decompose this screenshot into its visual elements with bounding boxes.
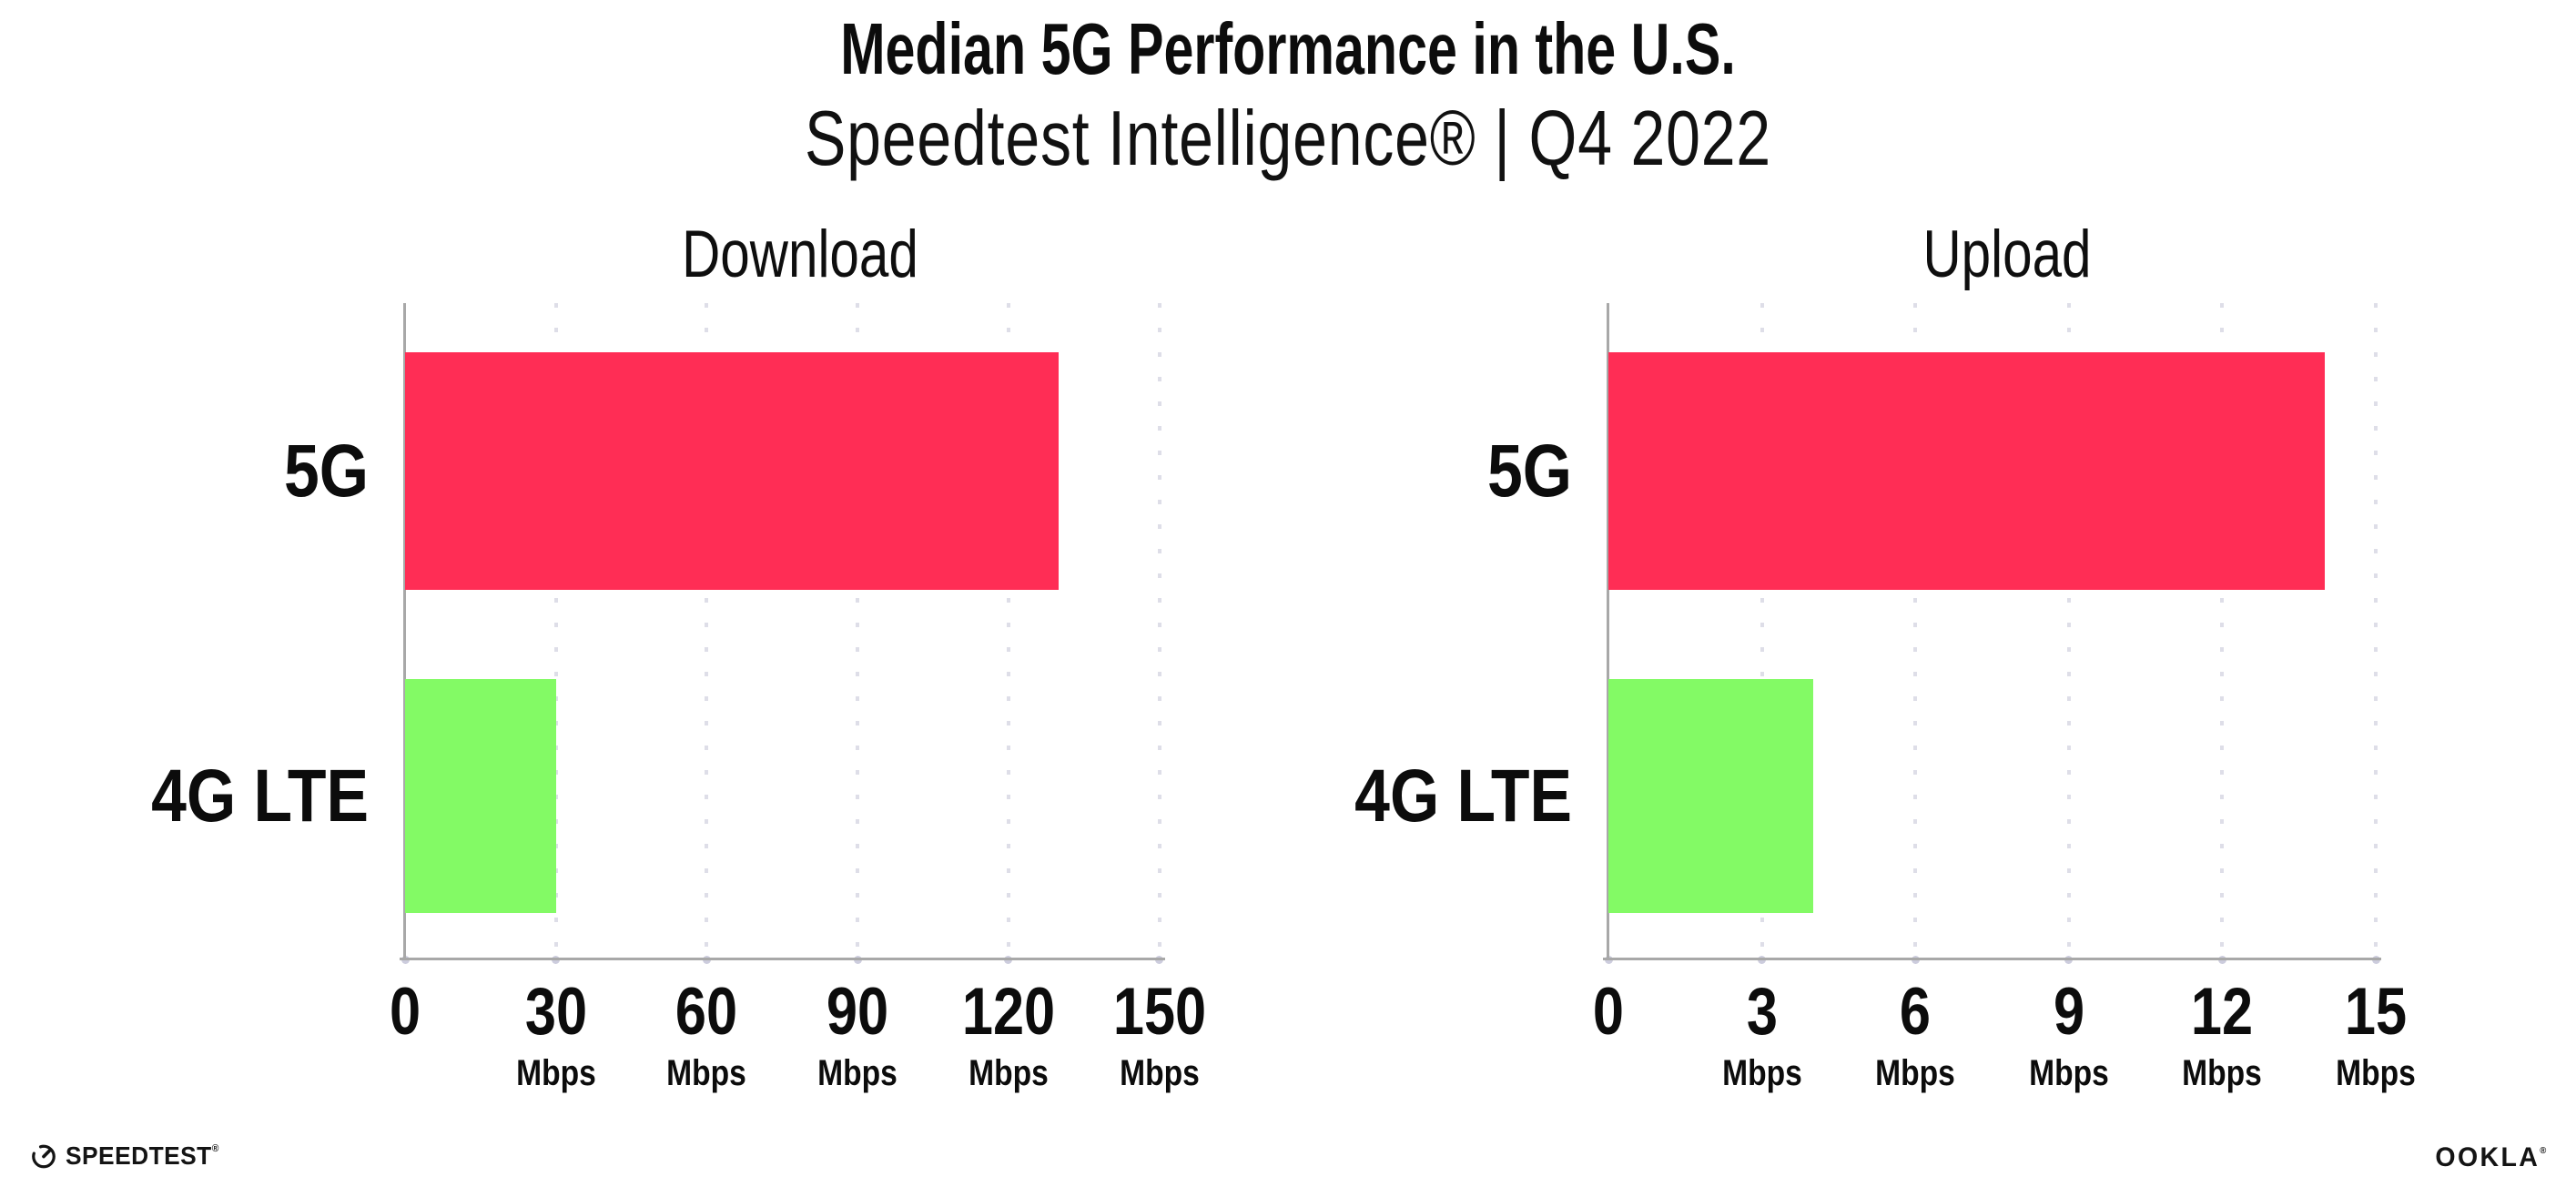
x-tick-9: 9 Mbps xyxy=(1984,979,2153,1091)
gridline-60 xyxy=(705,303,709,959)
speedtest-logo: SPEEDTEST® xyxy=(30,1141,228,1171)
gridline-120 xyxy=(1006,303,1010,959)
x-tick-6: 6 Mbps xyxy=(1831,979,2000,1091)
x-tick-90: 90 Mbps xyxy=(774,979,942,1091)
gridline-3 xyxy=(1760,303,1764,959)
upload-chart-title: Upload xyxy=(1922,218,2092,291)
x-axis-line xyxy=(1603,958,2381,960)
x-tick-value: 0 xyxy=(1592,975,1625,1049)
ookla-logo: OOKLA® xyxy=(2429,1142,2546,1172)
x-tick-unit: Mbps xyxy=(2028,1053,2109,1093)
gridline-30 xyxy=(553,303,558,959)
x-tick-unit: Mbps xyxy=(968,1053,1049,1093)
x-tick-unit: Mbps xyxy=(1875,1053,1956,1093)
upload-bar-4g-lte xyxy=(1608,679,1813,913)
category-label-5g: 5G xyxy=(284,429,369,512)
x-tick-value: 90 xyxy=(826,975,889,1049)
x-tick-value: 6 xyxy=(1900,975,1932,1049)
speedtest-wordmark: SPEEDTEST® xyxy=(66,1141,219,1170)
x-axis-line xyxy=(400,958,1165,960)
x-tick-12: 12 Mbps xyxy=(2138,979,2307,1091)
upload-bar-5g xyxy=(1608,352,2325,590)
x-tick-unit: Mbps xyxy=(2336,1053,2416,1093)
page-subtitle: Speedtest Intelligence® | Q4 2022 xyxy=(805,96,1771,182)
x-tick-unit: Mbps xyxy=(2182,1053,2263,1093)
x-tick-value: 60 xyxy=(675,975,738,1049)
x-tick-value: 0 xyxy=(389,975,421,1049)
x-tick-0: 0 xyxy=(1525,979,1693,1045)
x-tick-value: 150 xyxy=(1112,975,1206,1049)
category-label-4g-lte: 4G LTE xyxy=(1354,754,1572,837)
category-label-4g-lte: 4G LTE xyxy=(151,754,369,837)
registered-mark: ® xyxy=(211,1143,219,1154)
gridline-9 xyxy=(2066,303,2071,959)
x-tick-value: 12 xyxy=(2191,975,2254,1049)
x-tick-unit: Mbps xyxy=(1119,1053,1200,1093)
x-tick-value: 15 xyxy=(2344,975,2408,1049)
x-tick-30: 30 Mbps xyxy=(472,979,640,1091)
page-title: Median 5G Performance in the U.S. xyxy=(840,8,1736,89)
gridline-15 xyxy=(2374,303,2378,959)
x-tick-unit: Mbps xyxy=(666,1053,747,1093)
category-label-5g: 5G xyxy=(1487,429,1572,512)
registered-mark: ® xyxy=(2539,1146,2546,1156)
x-tick-0: 0 xyxy=(321,979,490,1045)
download-chart: Download 5G 4G LTE 0 30 Mbps 60 Mbps 90 Mbps 120 Mb… xyxy=(151,221,1205,1091)
x-tick-3: 3 Mbps xyxy=(1678,979,1846,1091)
x-tick-value: 30 xyxy=(524,975,587,1049)
gridline-6 xyxy=(1913,303,1918,959)
gridline-150 xyxy=(1157,303,1161,959)
download-bar-4g-lte xyxy=(405,679,556,913)
x-tick-unit: Mbps xyxy=(1721,1053,1802,1093)
x-tick-120: 120 Mbps xyxy=(924,979,1092,1091)
speedtest-gauge-icon xyxy=(32,1144,56,1169)
ookla-wordmark: OOKLA® xyxy=(2435,1142,2546,1172)
download-chart-title: Download xyxy=(682,218,918,291)
gridline-90 xyxy=(856,303,860,959)
x-tick-unit: Mbps xyxy=(515,1053,596,1093)
y-axis-line xyxy=(403,303,406,959)
y-axis-line xyxy=(1607,303,1609,959)
x-tick-150: 150 Mbps xyxy=(1075,979,1243,1091)
x-tick-15: 15 Mbps xyxy=(2292,979,2460,1091)
x-tick-value: 120 xyxy=(961,975,1055,1049)
x-tick-60: 60 Mbps xyxy=(623,979,791,1091)
upload-chart: Upload 5G 4G LTE 0 3 Mbps 6 Mbps 9 Mbps 12 Mbps 15 Mb… xyxy=(1354,221,2416,1091)
download-bar-5g xyxy=(405,352,1060,590)
x-tick-unit: Mbps xyxy=(817,1053,898,1093)
gridline-12 xyxy=(2220,303,2225,959)
x-tick-value: 3 xyxy=(1746,975,1778,1049)
x-tick-value: 9 xyxy=(2053,975,2084,1049)
